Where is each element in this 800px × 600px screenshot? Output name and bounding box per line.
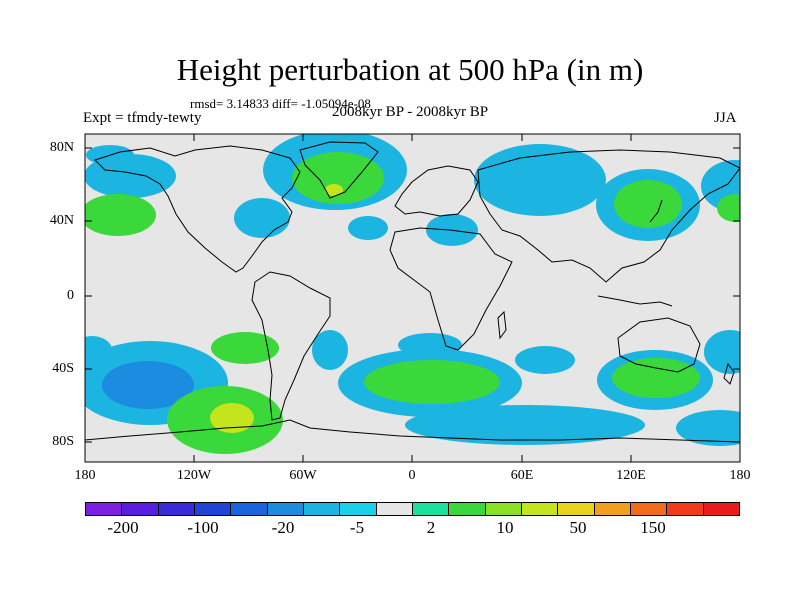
colorbar-swatch	[194, 503, 232, 515]
anomaly-south-east-pacific-blue	[676, 410, 740, 446]
anomaly-australia-green	[612, 358, 700, 398]
colorbar-label: 150	[640, 518, 666, 537]
experiment-label: Expt = tfmdy-tewty	[83, 110, 202, 126]
lon-label-0: 0	[408, 468, 416, 483]
anomaly-south-atlantic-green	[364, 360, 500, 404]
anomaly-north-america-blue	[234, 198, 290, 238]
colorbar-swatch	[703, 503, 739, 515]
lon-label-60w: 60W	[289, 468, 317, 483]
tick-marks	[85, 134, 740, 462]
anomaly-atlantic-blue	[348, 216, 388, 240]
colorbar-swatch	[376, 503, 413, 515]
colorbar-swatch	[667, 503, 704, 515]
lon-label-120e: 120E	[616, 468, 646, 483]
coast-africa	[389, 227, 513, 351]
colorbar-label: -200	[107, 518, 139, 537]
anomaly-tasman-blue	[704, 330, 740, 374]
anomaly-siberia-blue	[474, 144, 606, 216]
colorbar-swatch	[521, 503, 559, 515]
anomaly-north-pacific-west-green	[717, 194, 740, 222]
anomaly-indian-ocean-blue	[515, 346, 575, 374]
colorbar-swatch	[558, 503, 595, 515]
colorbar-label: 50	[569, 518, 587, 537]
coast-north-america	[94, 145, 301, 273]
colorbar-swatch	[449, 503, 486, 515]
lon-label-180e: 180	[729, 468, 751, 483]
anomaly-greenland-yellow	[325, 184, 343, 196]
anomaly-east-pacific-green	[85, 194, 156, 236]
coast-antarctica	[85, 419, 740, 443]
lon-label-180w: 180	[74, 468, 96, 483]
anomaly-north-pacific-blue	[85, 154, 176, 198]
colorbar-swatch	[158, 503, 195, 515]
coast-south-america	[251, 271, 331, 421]
colorbar-swatch	[86, 503, 123, 515]
lat-label-40n: 40N	[49, 213, 74, 228]
lat-label-0: 0	[67, 288, 74, 303]
anomaly-bering-blue	[85, 336, 112, 364]
coast-madagascar	[497, 310, 507, 340]
lon-label-120w: 120W	[176, 468, 212, 483]
colorbar-swatch	[594, 503, 631, 515]
lat-label-80s: 80S	[52, 434, 74, 449]
anomaly-east-asia-green	[614, 180, 682, 228]
colorbar-swatch	[267, 503, 304, 515]
coast-australia	[617, 317, 701, 373]
chart-title: Height perturbation at 500 hPa (in m)	[176, 52, 644, 87]
lon-label-60e: 60E	[510, 468, 534, 483]
anomaly-antarctic-yellow	[210, 403, 254, 433]
colorbar-label: -100	[187, 518, 219, 537]
anomaly-south-africa-blue	[398, 333, 462, 357]
lat-label-40s: 40S	[52, 361, 74, 376]
anomaly-chile-green	[211, 332, 279, 364]
anomaly-south-america-blue	[312, 330, 348, 370]
anomaly-greenland-green	[292, 152, 384, 204]
coast-europe	[394, 165, 479, 217]
colorbar-label: -5	[349, 518, 365, 537]
coast-new-zealand	[723, 362, 735, 385]
colorbar-swatch	[303, 503, 341, 515]
coast-indonesia	[597, 295, 673, 307]
colorbar-swatch	[485, 503, 522, 515]
coast-greenland	[299, 141, 379, 199]
rmsd-stats: rmsd= 3.14833 diff= -1.05094e-08	[190, 96, 371, 111]
season-label: JJA	[714, 110, 737, 126]
period-subtitle: 2008kyr BP - 2008kyr BP	[331, 104, 489, 120]
colorbar-swatch	[630, 503, 668, 515]
colorbar-swatch	[231, 503, 268, 515]
colorbar-label: -20	[271, 518, 295, 537]
colorbar-label: 10	[496, 518, 514, 537]
colorbar-swatch	[412, 503, 450, 515]
lat-label-80n: 80N	[49, 140, 74, 155]
colorbar	[85, 502, 740, 516]
coast-japan	[649, 199, 663, 223]
anomaly-south-pacific-dark-blue	[102, 361, 194, 409]
coastlines	[85, 141, 740, 443]
colorbar-swatch	[340, 503, 377, 515]
coast-asia	[477, 149, 740, 283]
colorbar-label: 2	[426, 518, 436, 537]
colorbar-swatch	[122, 503, 159, 515]
anomaly-southern-ocean-blue	[405, 405, 645, 445]
